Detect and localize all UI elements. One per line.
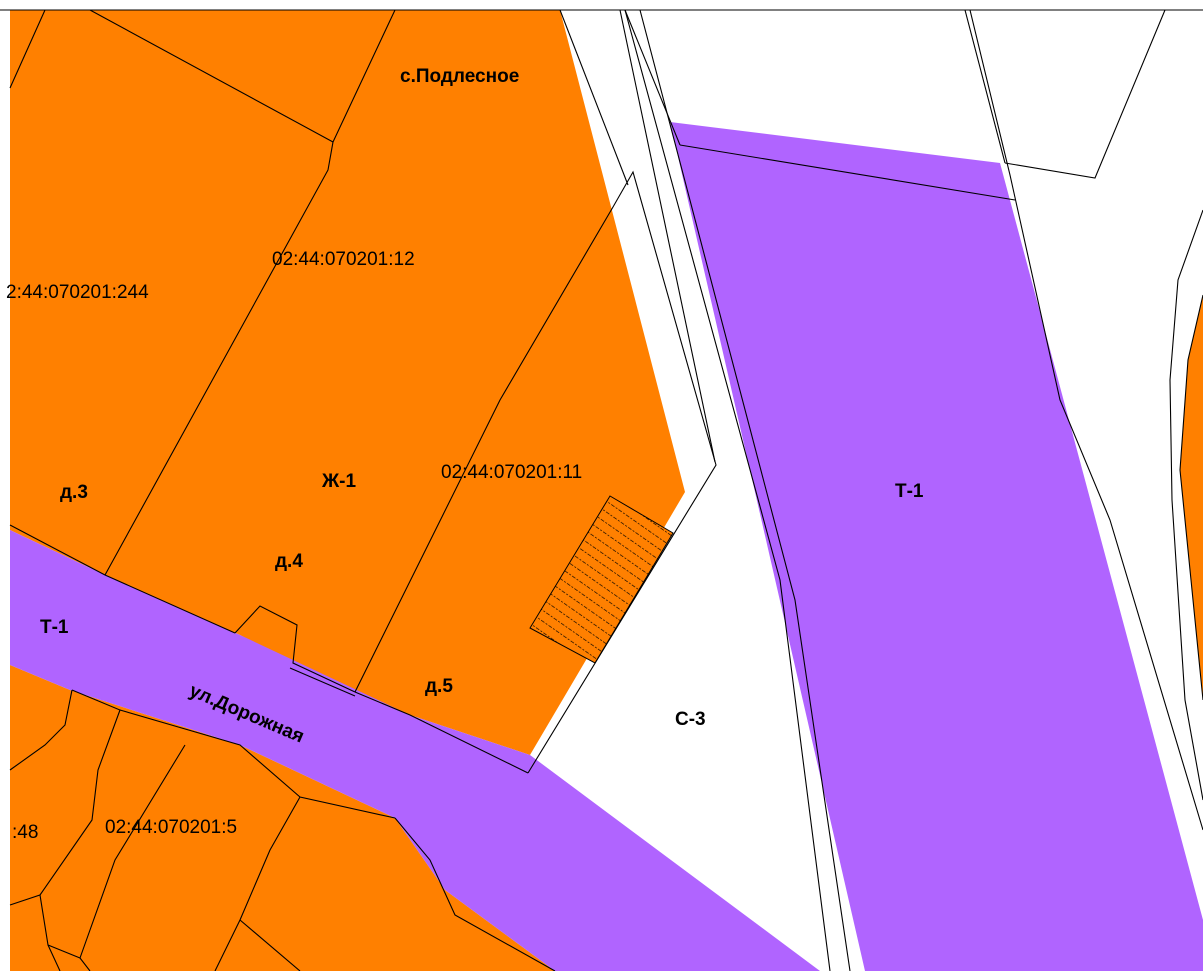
parcel-label-12: 02:44:070201:12 (272, 249, 415, 270)
zone-label-c3: С-3 (675, 709, 706, 730)
zone-label-zh1: Ж-1 (321, 471, 356, 492)
residential-zone-south[interactable] (10, 665, 555, 971)
zone-label-t1-street: Т-1 (40, 617, 69, 638)
transport-zone-street[interactable] (10, 530, 820, 971)
zone-label-t1-road: Т-1 (895, 481, 924, 502)
house-label-3: д.3 (60, 482, 88, 503)
parcel-label-244: 2:44:070201:244 (6, 282, 149, 303)
house-label-4: д.4 (275, 551, 303, 572)
house-label-5: д.5 (425, 676, 453, 697)
residential-zone-main[interactable] (10, 10, 685, 755)
parcel-label-11: 02:44:070201:11 (441, 462, 582, 483)
parcel-label-5: 02:44:070201:5 (105, 817, 237, 838)
village-label: с.Подлесное (400, 66, 519, 87)
parcel-label-48: :48 (12, 822, 38, 843)
parcel-boundaries (9, 9, 1203, 971)
transport-zone-road[interactable] (670, 122, 1203, 971)
